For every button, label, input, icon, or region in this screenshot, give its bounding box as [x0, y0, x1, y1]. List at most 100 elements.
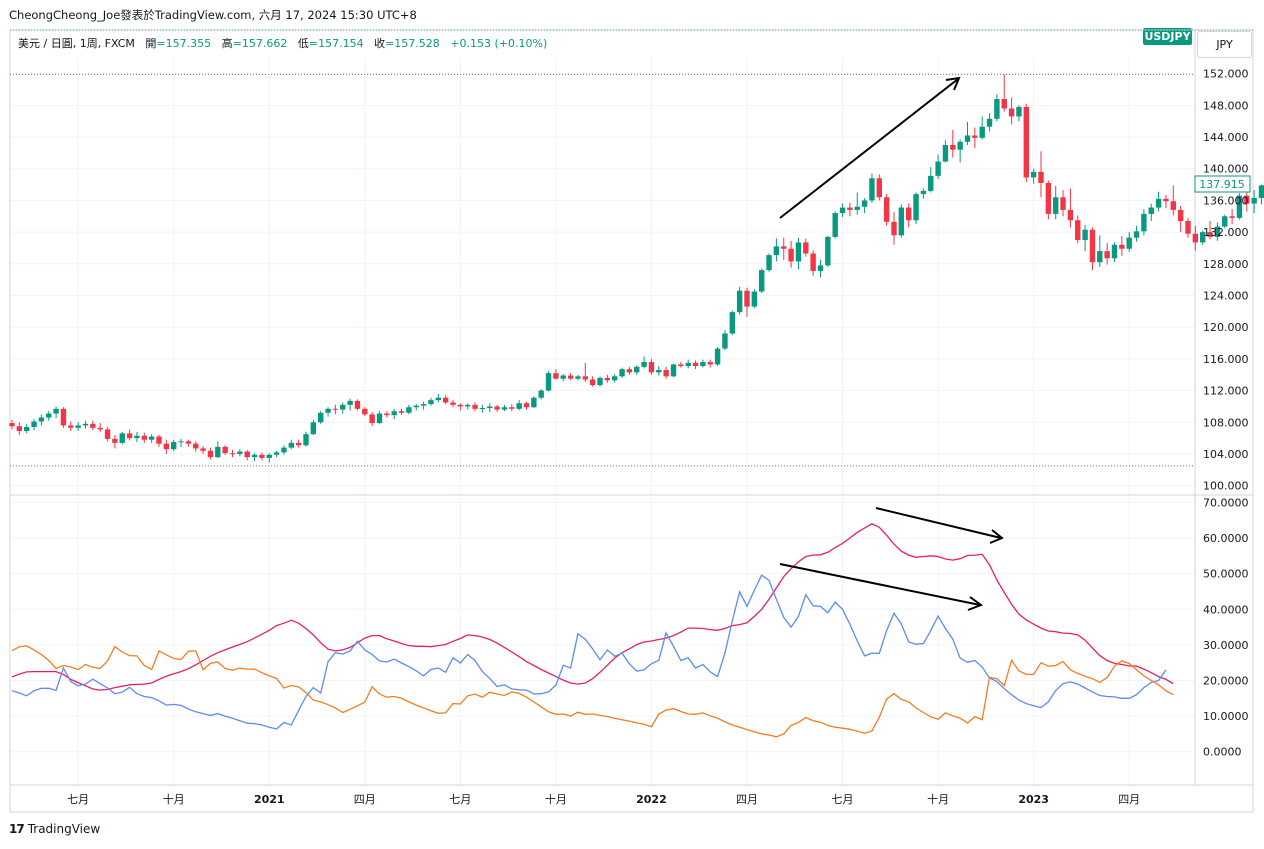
price-axis-label: 112.000	[1203, 385, 1249, 398]
candle	[957, 139, 963, 163]
candle	[31, 419, 37, 431]
indicator-axis-label: 50.0000	[1203, 568, 1249, 581]
indicator-axis-label: 10.0000	[1203, 710, 1249, 723]
candle	[9, 419, 15, 430]
reference-lines	[10, 29, 1253, 467]
low-label: 低	[297, 37, 309, 50]
candle	[178, 438, 184, 447]
candle	[1251, 190, 1257, 214]
candle	[847, 202, 853, 217]
candle	[736, 286, 743, 315]
time-axis-label: 十月	[163, 792, 185, 806]
candle	[60, 407, 67, 428]
indicator-axis-label: 0.0000	[1203, 746, 1242, 759]
candle	[38, 414, 45, 426]
candle	[259, 452, 265, 461]
candle	[237, 449, 243, 457]
candle	[1229, 209, 1235, 225]
time-axis-label: 四月	[354, 793, 376, 806]
candle	[766, 253, 772, 272]
candle	[678, 362, 684, 368]
price-axis-label: 140.000	[1203, 163, 1249, 176]
candle	[126, 429, 133, 441]
candle	[465, 403, 471, 410]
candle	[75, 422, 81, 431]
candle	[928, 167, 934, 193]
symbol-badge[interactable]: USDJPY	[1143, 28, 1192, 45]
candle	[854, 192, 860, 215]
high-label: 高	[221, 37, 233, 50]
candle	[1038, 151, 1044, 198]
price-axis-label: 132.000	[1203, 226, 1249, 239]
candle	[332, 404, 339, 415]
candle	[112, 434, 118, 449]
time-axis-label: 四月	[736, 793, 758, 806]
chart-legend: 美元 / 日圓, 1周, FXCM 開=157.355 高=157.662 低=…	[18, 35, 547, 51]
arrow-divergence-lower-head	[967, 596, 984, 611]
candle	[869, 173, 875, 203]
candle	[707, 359, 713, 368]
tradingview-logo[interactable]: 17 TradingView	[9, 822, 100, 836]
candle	[185, 439, 192, 447]
candle	[589, 376, 596, 387]
tv-logo-text: TradingView	[27, 822, 101, 836]
indicator-line-orange	[11, 645, 1174, 738]
candle	[354, 399, 361, 411]
currency-button[interactable]: JPY	[1197, 31, 1252, 58]
close-value: =157.528	[385, 37, 440, 50]
candle	[825, 236, 831, 267]
indicator-line-pink	[11, 523, 1174, 691]
candle	[53, 406, 59, 419]
candle	[1148, 203, 1154, 222]
candle	[1185, 217, 1191, 238]
candle	[156, 434, 162, 447]
grid-lines	[10, 57, 1195, 786]
price-axis-label: 120.000	[1203, 321, 1249, 334]
candle	[795, 237, 802, 270]
time-axis[interactable]: 七月 十月 2021 四月 七月 十月 2022 四月 七月 十月 2023 四月	[67, 792, 1140, 806]
candle	[362, 407, 368, 416]
candle	[1207, 221, 1213, 240]
candle	[376, 411, 383, 424]
price-axis[interactable]: 152.000 148.000 144.000 140.000 136.000 132.0…	[1203, 68, 1249, 493]
candle	[920, 188, 927, 199]
candle	[935, 154, 941, 180]
current-price-label: 137.915	[1199, 178, 1245, 191]
time-axis-label: 十月	[927, 792, 949, 806]
candle	[193, 441, 199, 452]
candle	[575, 374, 581, 381]
candle	[898, 204, 905, 238]
time-axis-label: 七月	[832, 793, 854, 806]
price-axis-label: 104.000	[1203, 448, 1249, 461]
arrow-uptrend-head	[945, 76, 961, 91]
candle	[1082, 224, 1088, 252]
candle	[104, 427, 111, 442]
candle	[1177, 205, 1184, 233]
candle	[163, 439, 170, 454]
candle	[861, 198, 868, 214]
time-axis-label: 七月	[67, 793, 89, 806]
candle	[82, 420, 89, 429]
indicator-axis[interactable]: 70.0000 60.0000 50.0000 40.0000 30.0000 20.00…	[1203, 496, 1249, 758]
candle	[1126, 232, 1132, 252]
candle	[986, 113, 993, 132]
chart-frame	[9, 29, 1254, 813]
candle	[273, 450, 280, 458]
time-axis-label: 2021	[254, 793, 285, 806]
candle	[604, 374, 611, 383]
symbol-description[interactable]: 美元 / 日圓, 1周, FXCM	[18, 37, 135, 50]
candle	[16, 422, 23, 435]
candle	[200, 446, 206, 454]
candle	[244, 450, 250, 461]
candle	[817, 259, 824, 278]
candle	[626, 366, 633, 375]
candle	[509, 404, 515, 412]
candle	[1008, 97, 1015, 125]
candle	[685, 359, 691, 369]
drawn-arrows[interactable]	[779, 76, 1004, 611]
candle	[1236, 193, 1243, 220]
candle	[692, 360, 699, 370]
price-axis-label: 124.000	[1203, 289, 1249, 302]
candle	[207, 447, 214, 460]
